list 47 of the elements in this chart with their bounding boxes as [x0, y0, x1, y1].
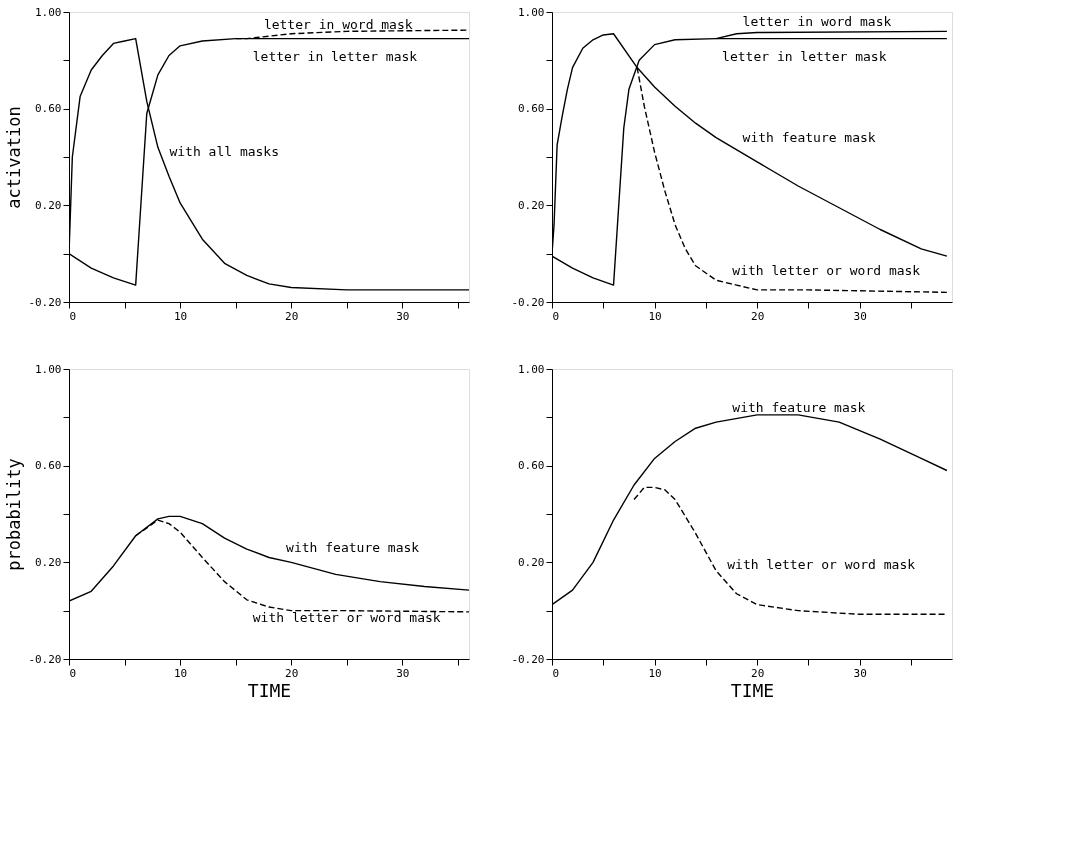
annotation: with all masks	[169, 144, 280, 160]
y-tick-label: 1.00	[35, 362, 62, 376]
y-tick-label: 1.00	[518, 362, 545, 376]
annotation: with letter or word mask	[727, 556, 916, 572]
y-tick-label: -0.20	[28, 295, 62, 309]
y-tick-label: 0.20	[518, 198, 545, 212]
annotation: with feature mask	[742, 129, 876, 145]
y-tick-label: -0.20	[511, 652, 545, 666]
x-tick-label: 20	[285, 309, 299, 323]
y-tick-label: 0.20	[518, 555, 545, 569]
x-tick-label: 10	[173, 666, 188, 680]
x-axis-title: TIME	[247, 679, 292, 701]
x-tick-label: 30	[853, 666, 867, 680]
y-tick-label: 0.20	[35, 555, 62, 569]
annotation: letter in word mask	[263, 17, 413, 33]
x-axis-title: TIME	[730, 679, 775, 701]
x-tick-label: 0	[69, 309, 77, 323]
x-tick-label: 20	[751, 666, 765, 680]
x-tick-label: 10	[648, 666, 662, 680]
y-tick-label: 0.60	[518, 102, 545, 116]
y-tick-label: 0.60	[35, 459, 62, 473]
y-tick-label: 1.00	[518, 5, 545, 19]
annotation: with letter or word mask	[252, 609, 441, 625]
x-tick-label: 20	[751, 309, 765, 323]
annotation: letter in word mask	[742, 13, 892, 29]
x-tick-label: 30	[853, 309, 867, 323]
x-tick-label: 0	[552, 666, 560, 680]
x-tick-label: 20	[285, 666, 299, 680]
x-tick-label: 30	[396, 309, 410, 323]
annotation: with letter or word mask	[732, 262, 921, 278]
annotation: with feature mask	[286, 539, 420, 555]
x-tick-label: 0	[552, 309, 560, 323]
y-tick-label: -0.20	[28, 652, 62, 666]
y-axis-title: probability	[4, 458, 25, 571]
annotation: letter in letter mask	[252, 48, 418, 64]
x-tick-label: 10	[173, 309, 188, 323]
y-tick-label: 0.60	[518, 459, 545, 473]
y-axis-title: activation	[4, 106, 25, 209]
annotation: letter in letter mask	[722, 48, 887, 64]
annotation: with feature mask	[732, 399, 866, 415]
x-tick-label: 10	[648, 309, 662, 323]
x-tick-label: 30	[396, 666, 410, 680]
x-tick-label: 0	[69, 666, 77, 680]
y-tick-label: -0.20	[511, 295, 545, 309]
y-tick-label: 1.00	[35, 5, 62, 19]
y-tick-label: 0.60	[35, 102, 62, 116]
y-tick-label: 0.20	[35, 198, 62, 212]
